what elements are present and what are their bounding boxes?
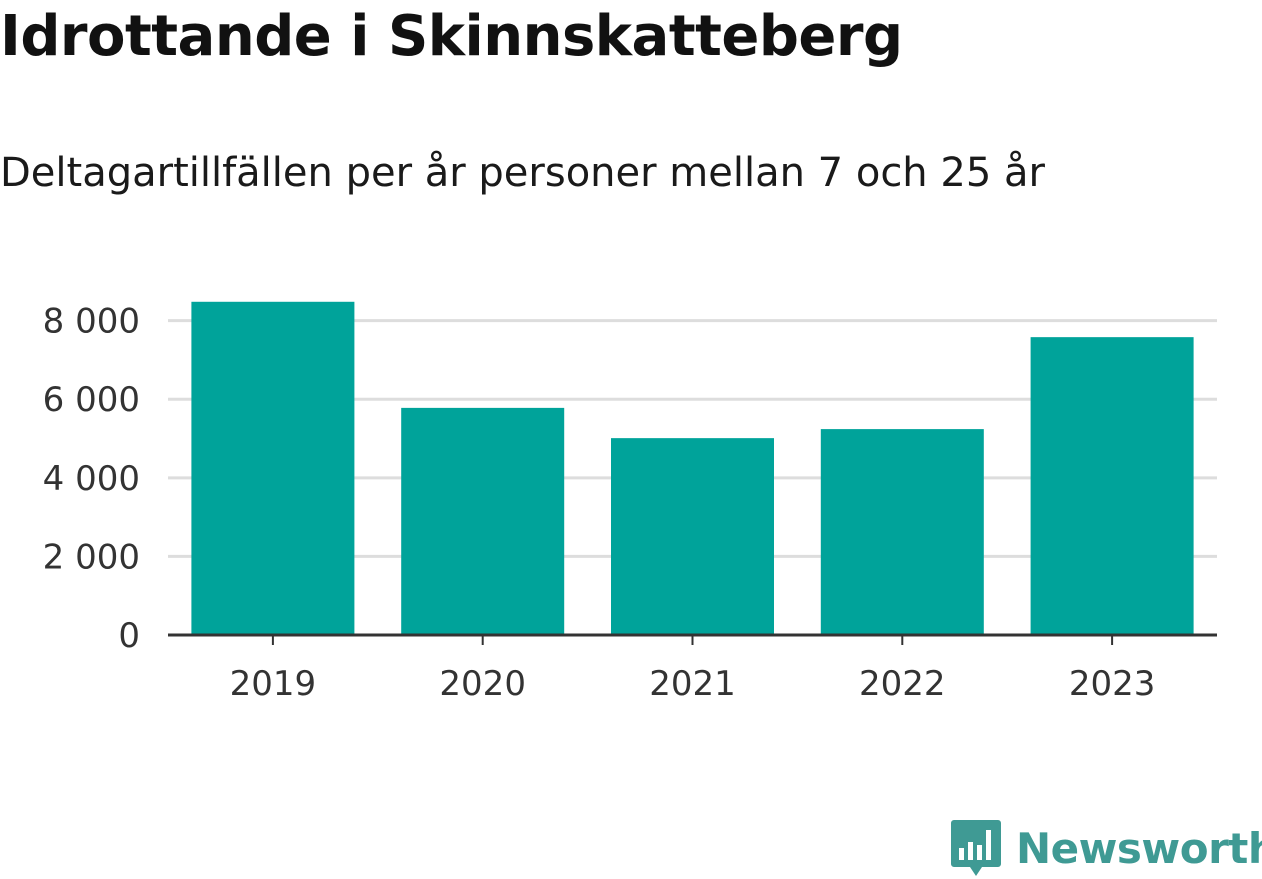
- y-tick-label: 8 000: [43, 302, 140, 342]
- y-tick-label: 2 000: [43, 537, 140, 577]
- bar-chart: 0 2 000 4 000 6 000 8 000 2019 2020 2021 2022 202…: [43, 301, 1217, 704]
- chart-title: Idrottande i Skinnskatteberg: [0, 4, 903, 69]
- y-tick-label: 0: [118, 616, 140, 656]
- x-tick-label: 2022: [859, 664, 946, 704]
- chart-subtitle: Deltagartillfällen per år personer mella…: [0, 150, 1045, 196]
- y-tick-label: 4 000: [43, 459, 140, 499]
- bar-2023: [1030, 337, 1194, 635]
- bar-2021: [611, 438, 774, 635]
- x-tick-label: 2019: [230, 664, 317, 704]
- x-tick-label: 2020: [439, 664, 526, 704]
- x-tick-label: 2021: [649, 664, 736, 704]
- bar-2019: [191, 301, 355, 635]
- x-tick-label: 2023: [1069, 664, 1156, 704]
- newsworthy-logo-icon: [951, 820, 1001, 876]
- brand-logo: Newsworthy: [950, 818, 1262, 878]
- bar-2020: [401, 407, 565, 635]
- brand-name: Newsworthy: [1016, 823, 1262, 873]
- bar-2022: [820, 429, 984, 635]
- y-tick-label: 6 000: [43, 380, 140, 420]
